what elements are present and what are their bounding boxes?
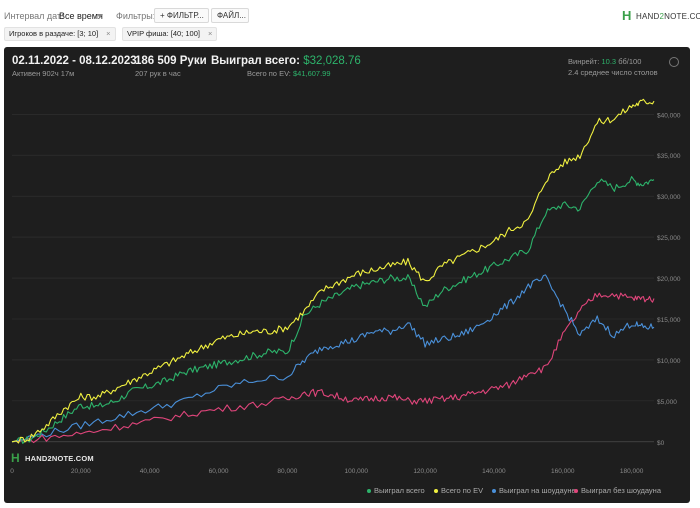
y-tick-label: $5,000	[657, 399, 677, 406]
x-tick-label: 0	[10, 468, 14, 475]
legend-item-no-showdown[interactable]: Выиграл без шоудауна	[574, 486, 661, 495]
y-tick-label: $30,000	[657, 194, 681, 201]
x-tick-label: 180,000	[620, 468, 644, 475]
logo-mark-icon: H	[622, 8, 632, 23]
ev-total: Всего по EV: $41,607.99	[247, 69, 331, 78]
graph-panel: 02.11.2022 - 08.12.2023 Активен 902ч 17м…	[4, 47, 690, 503]
y-tick-label: $15,000	[657, 317, 681, 324]
legend-item-won[interactable]: Выиграл всего	[367, 486, 425, 495]
add-filter-button[interactable]: + ФИЛЬТР...	[154, 8, 209, 23]
won-total: Выиграл всего: $32,028.76	[211, 55, 361, 67]
won-total-value: $32,028.76	[303, 55, 361, 67]
x-tick-label: 80,000	[277, 468, 297, 475]
ev-total-value: $41,607.99	[292, 69, 331, 78]
x-tick-label: 20,000	[71, 468, 91, 475]
y-tick-label: $40,000	[657, 112, 681, 119]
filter-bar: Интервал дат: Все время Фильтры: + ФИЛЬТ…	[0, 0, 700, 24]
legend-item-ev[interactable]: Всего по EV	[434, 486, 483, 495]
series-line	[11, 98, 655, 444]
watermark-text: HAND2NOTE.COM	[25, 454, 94, 463]
winrate: Винрейт: 10.3 бб/100	[568, 57, 642, 66]
x-tick-label: 140,000	[482, 468, 506, 475]
y-tick-label: $25,000	[657, 235, 681, 242]
filter-chip-vpip[interactable]: VPIP фиша: [40; 100] ×	[122, 27, 218, 41]
gear-icon[interactable]	[669, 57, 679, 67]
active-time: Активен 902ч 17м	[12, 69, 75, 78]
file-button[interactable]: ФАЙЛ...	[211, 8, 249, 23]
y-tick-label: $20,000	[657, 276, 681, 283]
logo-name: HAND2NOTE.COM	[636, 12, 700, 21]
x-tick-label: 40,000	[140, 468, 160, 475]
x-tick-label: 60,000	[209, 468, 229, 475]
series-line	[11, 292, 655, 444]
close-icon[interactable]: ×	[106, 29, 111, 38]
y-tick-label: $35,000	[657, 153, 681, 160]
filters-label: Фильтры:	[116, 11, 156, 21]
hands-per-hour: 207 рук в час	[135, 69, 181, 78]
x-tick-label: 160,000	[551, 468, 575, 475]
close-icon[interactable]: ×	[207, 29, 213, 38]
filter-chip-players[interactable]: Игроков в раздаче: [3; 10] ×	[4, 27, 116, 41]
legend-item-showdown[interactable]: Выиграл на шоудауне	[492, 486, 576, 495]
date-range: 02.11.2022 - 08.12.2023	[12, 55, 137, 67]
interval-select[interactable]: Все время	[59, 11, 103, 21]
y-tick-label: $0	[657, 440, 665, 447]
x-tick-label: 100,000	[344, 468, 368, 475]
interval-label: Интервал дат:	[4, 11, 64, 21]
series-line	[11, 176, 655, 444]
winrate-value: 10.3	[601, 57, 617, 66]
y-tick-label: $10,000	[657, 358, 681, 365]
series-line	[11, 274, 655, 443]
filter-chip-label: VPIP фиша: [40; 100]	[127, 29, 200, 38]
hands-count: 186 509 Руки	[135, 55, 207, 67]
bankroll-chart: $0 $5,000 $10,000 $15,000 $20,000 $25,000 $30,…	[10, 98, 681, 475]
x-tick-label: 120,000	[413, 468, 437, 475]
chevron-down-icon[interactable]	[97, 14, 103, 18]
filter-chip-label: Игроков в раздаче: [3; 10]	[9, 29, 99, 38]
watermark-logo-icon: H	[11, 451, 20, 465]
avg-tables: 2.4 среднее число столов	[568, 68, 658, 77]
